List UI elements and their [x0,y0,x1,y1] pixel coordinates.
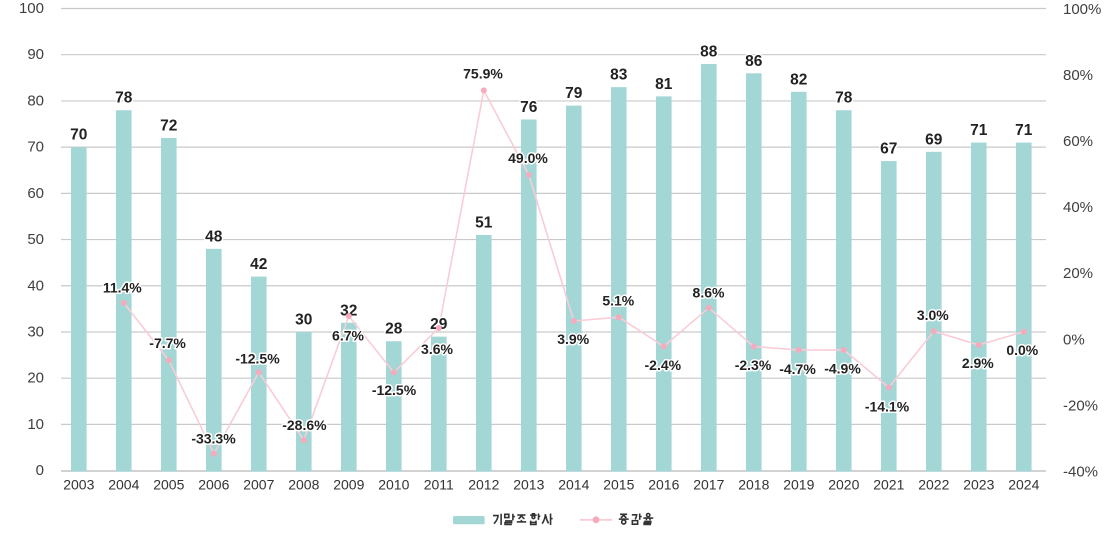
svg-text:2016: 2016 [648,477,679,493]
svg-text:2005: 2005 [153,477,184,493]
svg-text:71: 71 [970,122,988,139]
svg-text:2.9%: 2.9% [962,355,994,371]
svg-text:-2.4%: -2.4% [645,357,682,373]
svg-text:2019: 2019 [783,477,814,493]
svg-text:2021: 2021 [873,477,904,493]
svg-text:2006: 2006 [198,477,229,493]
svg-text:48: 48 [205,228,223,245]
svg-text:28: 28 [385,321,403,338]
svg-text:40%: 40% [1063,199,1093,216]
svg-text:-2.3%: -2.3% [735,357,772,373]
svg-text:72: 72 [160,118,177,135]
svg-text:2007: 2007 [243,477,274,493]
svg-text:29: 29 [430,316,448,333]
svg-text:60%: 60% [1063,133,1093,150]
svg-text:2023: 2023 [963,477,994,493]
svg-text:2012: 2012 [468,477,499,493]
svg-text:80%: 80% [1063,67,1093,84]
svg-text:11.4%: 11.4% [103,280,142,296]
svg-text:83: 83 [610,67,628,84]
svg-text:70: 70 [27,139,44,156]
svg-text:0%: 0% [1063,331,1085,348]
svg-text:-12.5%: -12.5% [372,382,417,398]
svg-text:79: 79 [565,85,583,102]
svg-text:70: 70 [70,127,87,144]
svg-text:2014: 2014 [558,477,589,493]
svg-text:0: 0 [36,462,44,479]
svg-text:51: 51 [475,215,493,232]
svg-text:3.9%: 3.9% [557,331,589,347]
svg-text:2020: 2020 [828,477,859,493]
svg-text:-7.7%: -7.7% [149,335,186,351]
svg-text:32: 32 [340,302,357,319]
svg-text:3.0%: 3.0% [917,307,949,323]
svg-text:0.0%: 0.0% [1006,342,1038,358]
svg-text:75.9%: 75.9% [463,66,503,82]
svg-text:86: 86 [745,53,763,70]
svg-text:-4.9%: -4.9% [824,360,861,376]
svg-text:-28.6%: -28.6% [282,417,327,433]
svg-text:2008: 2008 [288,477,319,493]
svg-text:100: 100 [19,0,44,17]
svg-text:67: 67 [880,141,897,158]
svg-text:-14.1%: -14.1% [865,398,910,414]
svg-text:42: 42 [250,256,267,273]
svg-text:2009: 2009 [333,477,364,493]
svg-text:20: 20 [27,370,44,387]
svg-text:49.0%: 49.0% [508,150,548,166]
svg-text:-40%: -40% [1063,464,1098,481]
svg-text:2024: 2024 [1008,477,1039,493]
svg-text:2003: 2003 [63,477,94,493]
svg-text:30: 30 [295,312,312,329]
svg-text:2018: 2018 [738,477,769,493]
svg-text:82: 82 [790,71,807,88]
svg-text:10: 10 [27,416,44,433]
svg-text:2017: 2017 [693,477,724,493]
svg-text:78: 78 [115,90,133,107]
svg-text:-4.7%: -4.7% [779,361,816,377]
svg-text:-33.3%: -33.3% [191,431,236,447]
svg-text:2010: 2010 [378,477,409,493]
svg-text:80: 80 [27,92,44,109]
svg-text:71: 71 [1015,122,1033,139]
svg-text:100%: 100% [1063,1,1101,18]
svg-text:8.6%: 8.6% [693,285,725,301]
svg-text:88: 88 [700,44,718,61]
svg-text:2004: 2004 [108,477,139,493]
svg-text:-12.5%: -12.5% [235,351,280,367]
svg-text:20%: 20% [1063,265,1093,282]
svg-text:2013: 2013 [513,477,544,493]
svg-text:50: 50 [27,231,44,248]
svg-text:69: 69 [925,131,943,148]
svg-text:3.6%: 3.6% [421,341,453,357]
svg-text:81: 81 [655,76,673,93]
svg-text:2011: 2011 [424,477,454,493]
svg-text:2015: 2015 [603,477,634,493]
svg-text:30: 30 [27,324,44,341]
svg-text:6.7%: 6.7% [332,328,364,344]
svg-text:-20%: -20% [1063,397,1098,414]
svg-text:2022: 2022 [918,477,949,493]
svg-text:90: 90 [27,46,44,63]
svg-text:78: 78 [835,90,853,107]
svg-text:5.1%: 5.1% [602,293,634,309]
svg-text:76: 76 [520,99,538,116]
svg-text:40: 40 [27,277,44,294]
svg-text:60: 60 [27,185,44,202]
